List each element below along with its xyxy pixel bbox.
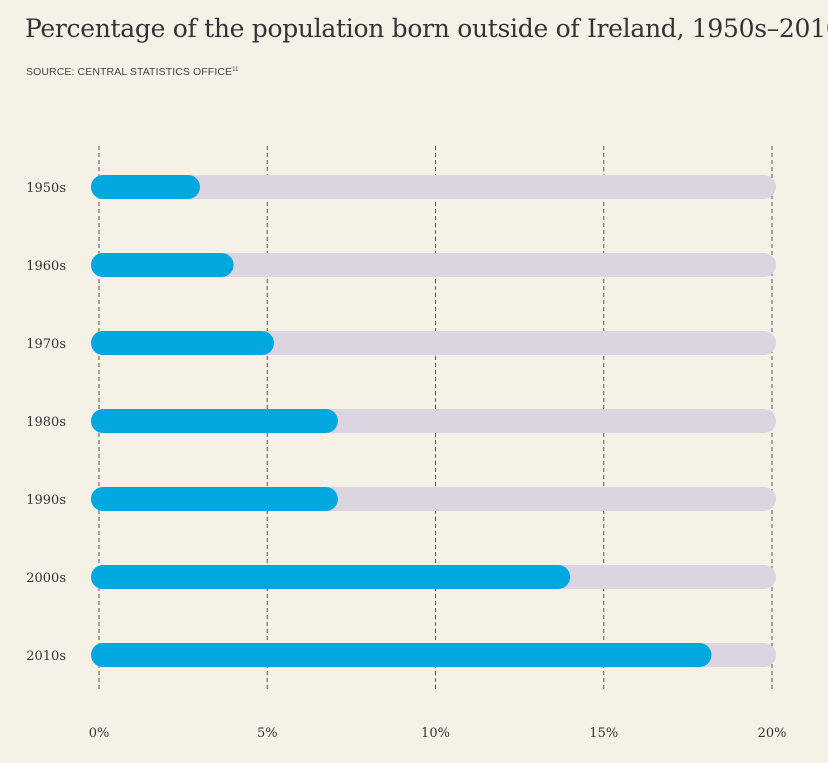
bar-1990s: [91, 487, 338, 511]
category-label: 1970s: [26, 337, 66, 352]
chart-source-note: 11: [232, 67, 239, 73]
bar-2010s: [91, 643, 712, 667]
category-label: 1980s: [26, 415, 66, 430]
bar-2000s: [91, 565, 571, 589]
bar-1950s: [91, 175, 200, 199]
category-label: 1950s: [26, 181, 66, 196]
bar-1960s: [91, 253, 234, 277]
label-layer: 0% 5% 10% 15% 20% 1950s 1960s 1970s 1980s 1990s 20…: [26, 181, 786, 741]
category-label: 2000s: [26, 571, 66, 586]
chart-source-text: SOURCE: CENTRAL STATISTICS OFFICE: [26, 66, 233, 78]
bar-layer: [91, 175, 712, 667]
tick-label: 20%: [758, 726, 787, 741]
chart-title: Percentage of the population born outsid…: [25, 14, 828, 43]
tick-label: 0%: [89, 726, 110, 741]
chart-source: SOURCE: CENTRAL STATISTICS OFFICE11: [26, 66, 239, 78]
tick-label: 15%: [589, 726, 618, 741]
bar-track-1950s: [91, 175, 776, 199]
bar-track-1960s: [91, 253, 776, 277]
bar-1980s: [91, 409, 338, 433]
category-label: 1990s: [26, 493, 66, 508]
bar-1970s: [91, 331, 274, 355]
tick-label: 5%: [257, 726, 278, 741]
category-label: 1960s: [26, 259, 66, 274]
tick-label: 10%: [421, 726, 450, 741]
category-label: 2010s: [26, 649, 66, 664]
